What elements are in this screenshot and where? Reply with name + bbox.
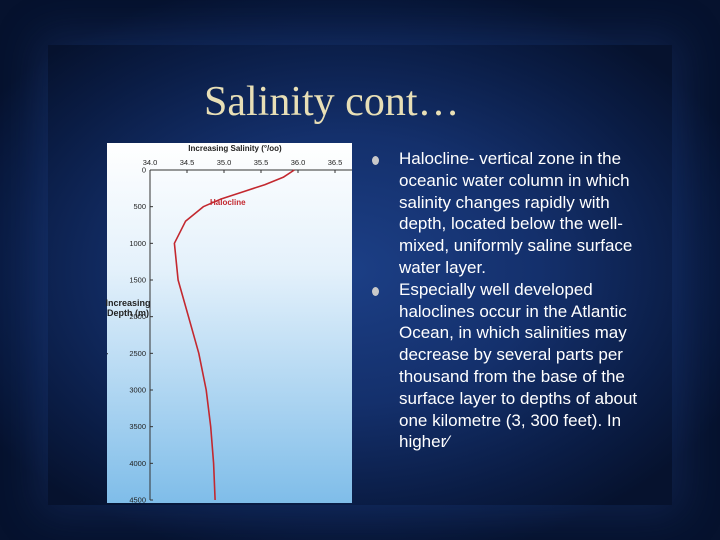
- arrow-head: [107, 353, 108, 355]
- y-tick-label: 3500: [129, 422, 146, 431]
- x-tick-label: 35.0: [217, 158, 232, 167]
- y-tick-label: 3000: [129, 386, 146, 395]
- y-tick-label: 4500: [129, 496, 146, 504]
- bullet: Halocline- vertical zone in the oceanic …: [370, 148, 660, 279]
- y-tick-label: 2000: [129, 312, 146, 321]
- figure: Increasing Salinity (°/oo) Halocline 34.…: [107, 143, 352, 503]
- x-tick-label: 34.5: [180, 158, 195, 167]
- y-axis-label: Increasing Depth (m): [105, 298, 151, 318]
- x-tick-label: 36.5: [328, 158, 343, 167]
- salinity-curve: [173, 169, 295, 501]
- y-tick-label: 2500: [129, 349, 146, 358]
- y-tick-label: 1500: [129, 276, 146, 285]
- figure-background: [107, 143, 352, 503]
- bullet-list: Halocline- vertical zone in the oceanic …: [370, 148, 660, 453]
- y-tick-label: 500: [133, 202, 146, 211]
- chart-title: Increasing Salinity (°/oo): [188, 144, 282, 153]
- bullet: Especially well developed haloclines occ…: [370, 279, 660, 453]
- x-tick-label: 36.0: [291, 158, 306, 167]
- annotation: Halocline: [210, 198, 246, 207]
- y-tick-label: 0: [142, 166, 146, 175]
- slide-title: Salinity cont…: [204, 79, 460, 125]
- x-tick-label: 35.5: [254, 158, 269, 167]
- x-tick-label: 34.0: [143, 158, 158, 167]
- y-tick-label: 4000: [129, 459, 146, 468]
- y-tick-label: 1000: [129, 239, 146, 248]
